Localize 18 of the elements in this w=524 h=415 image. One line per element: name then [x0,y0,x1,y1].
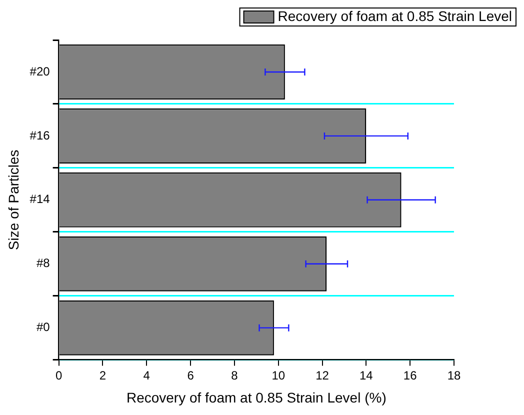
x-axis-title: Recovery of foam at 0.85 Strain Level (%) [126,389,386,406]
x-tick-label: 2 [99,368,106,382]
x-tick-label: 8 [231,368,238,382]
y-tick-label: #20 [30,64,50,78]
y-tick-label: #16 [30,128,50,142]
y-tick-label: #8 [36,256,50,270]
x-tick-label: 0 [55,368,62,382]
x-tick-label: 10 [272,368,286,382]
legend-label: Recovery of foam at 0.85 Strain Level [278,8,512,24]
x-tick-label: 4 [143,368,150,382]
x-tick-label: 18 [447,368,461,382]
y-tick-label: #0 [36,320,50,334]
x-tick-label: 14 [360,368,374,382]
x-tick-label: 6 [187,368,194,382]
x-tick-label: 12 [316,368,330,382]
y-axis-title: Size of Particles [5,150,22,250]
x-tick-label: 16 [403,368,418,382]
y-tick-label: #14 [30,192,50,206]
